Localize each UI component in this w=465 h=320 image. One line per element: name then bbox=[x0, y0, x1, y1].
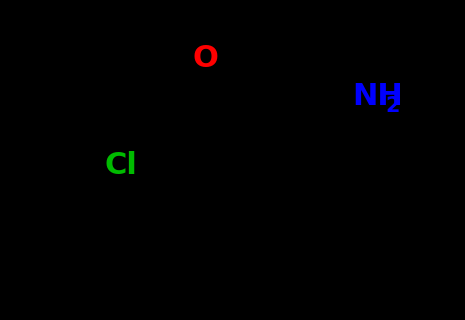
Text: NH: NH bbox=[352, 82, 403, 110]
Text: 2: 2 bbox=[385, 96, 399, 116]
Text: O: O bbox=[192, 44, 218, 74]
Text: Cl: Cl bbox=[105, 151, 138, 180]
